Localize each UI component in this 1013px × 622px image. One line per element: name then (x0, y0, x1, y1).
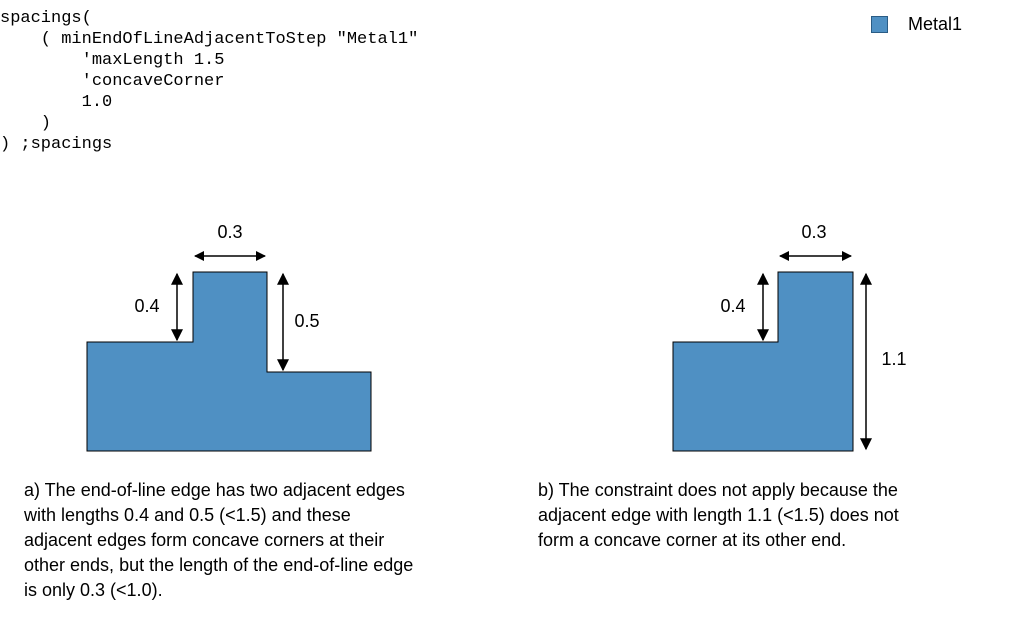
legend: Metal1 (871, 14, 962, 35)
label-left-step-b: 0.4 (720, 296, 745, 316)
caption-line: other ends, but the length of the end-of… (24, 555, 414, 575)
code-line: 'concaveCorner (0, 72, 225, 91)
metal1-shape-a (86, 271, 372, 452)
caption-line: with lengths 0.4 and 0.5 (<1.5) and thes… (24, 505, 351, 525)
code-line: spacings( (0, 9, 92, 28)
caption-line: form a concave corner at its other end. (538, 530, 847, 550)
legend-label: Metal1 (908, 14, 963, 34)
code-block: spacings( ( minEndOfLineAdjacentToStep "… (0, 8, 418, 155)
code-line: ) (0, 114, 52, 133)
caption-a: a) The end-of-line edge has two adjacent… (24, 478, 413, 603)
label-top-width-b: 0.3 (801, 222, 826, 242)
caption-b: b) The constraint does not apply because… (538, 478, 899, 553)
legend-swatch (871, 16, 888, 33)
metal1-shape-b (672, 271, 854, 452)
caption-line: adjacent edges form concave corners at t… (24, 530, 385, 550)
code-line: 'maxLength 1.5 (0, 51, 225, 70)
label-right-height-b: 1.1 (881, 349, 906, 369)
caption-line: b) The constraint does not apply because… (538, 480, 898, 500)
code-line: ) ;spacings (0, 135, 113, 154)
caption-line: adjacent edge with length 1.1 (<1.5) doe… (538, 505, 899, 525)
diagram-b: 0.3 0.4 1.1 (672, 222, 907, 452)
label-left-step-a: 0.4 (134, 296, 159, 316)
code-line: ( minEndOfLineAdjacentToStep "Metal1" (0, 30, 419, 49)
label-top-width-a: 0.3 (217, 222, 242, 242)
caption-line: is only 0.3 (<1.0). (24, 580, 163, 600)
label-right-step-a: 0.5 (294, 311, 319, 331)
diagram-a: 0.3 0.4 0.5 (86, 222, 372, 452)
caption-line: a) The end-of-line edge has two adjacent… (24, 480, 405, 500)
code-line: 1.0 (0, 93, 113, 112)
